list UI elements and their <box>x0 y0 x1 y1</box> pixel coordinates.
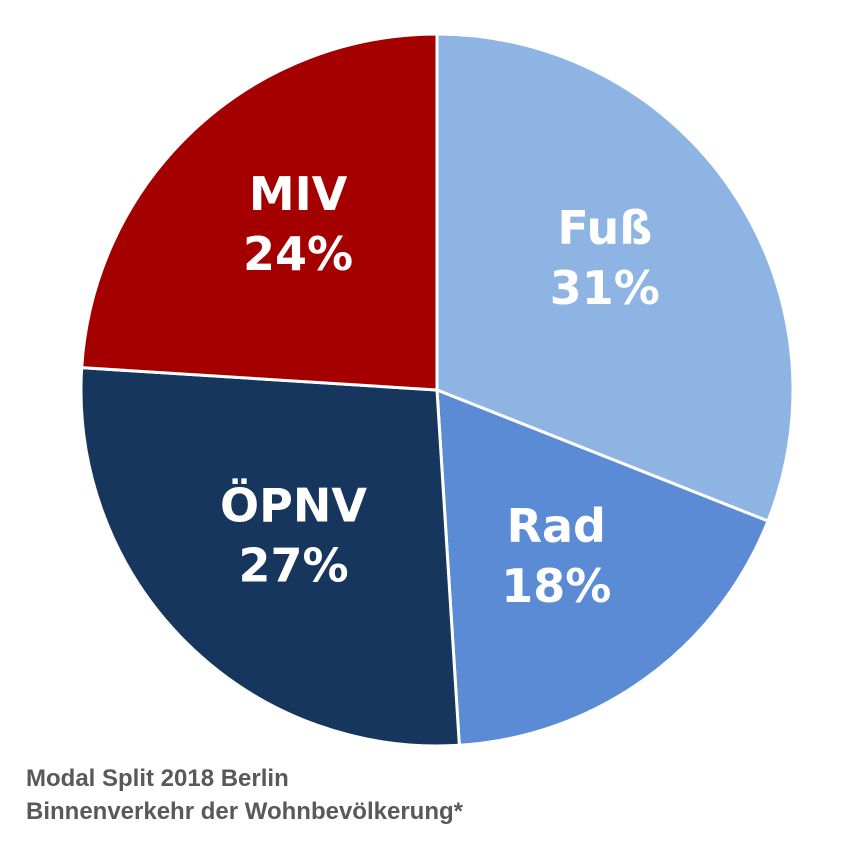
pie-slice-fuß <box>435 32 795 523</box>
pie-slice-rad <box>435 388 770 747</box>
pie-labels: Fuß 31% Rad 18% ÖPNV 27% MIV 24% <box>220 167 660 613</box>
slice-value-rad: 18% <box>501 559 611 613</box>
slice-value-fuß: 31% <box>550 261 660 315</box>
caption-title: Modal Split 2018 Berlin <box>26 765 289 792</box>
slice-value-öpnv: 27% <box>238 539 348 593</box>
pie-slice-öpnv <box>79 366 461 748</box>
slice-label-miv: MIV <box>249 167 348 221</box>
pie-slices <box>79 32 795 748</box>
pie-slice-miv <box>80 32 439 392</box>
slice-label-fuß: Fuß <box>557 201 652 255</box>
slice-value-miv: 24% <box>243 227 353 281</box>
pie-chart: Fuß 31% Rad 18% ÖPNV 27% MIV 24% <box>79 32 795 748</box>
slice-label-rad: Rad <box>507 499 606 553</box>
caption-subtitle: Binnenverkehr der Wohnbevölkerung* <box>26 798 463 825</box>
chart-caption: Modal Split 2018 Berlin Binnenverkehr de… <box>26 762 846 828</box>
slice-label-öpnv: ÖPNV <box>220 479 367 533</box>
